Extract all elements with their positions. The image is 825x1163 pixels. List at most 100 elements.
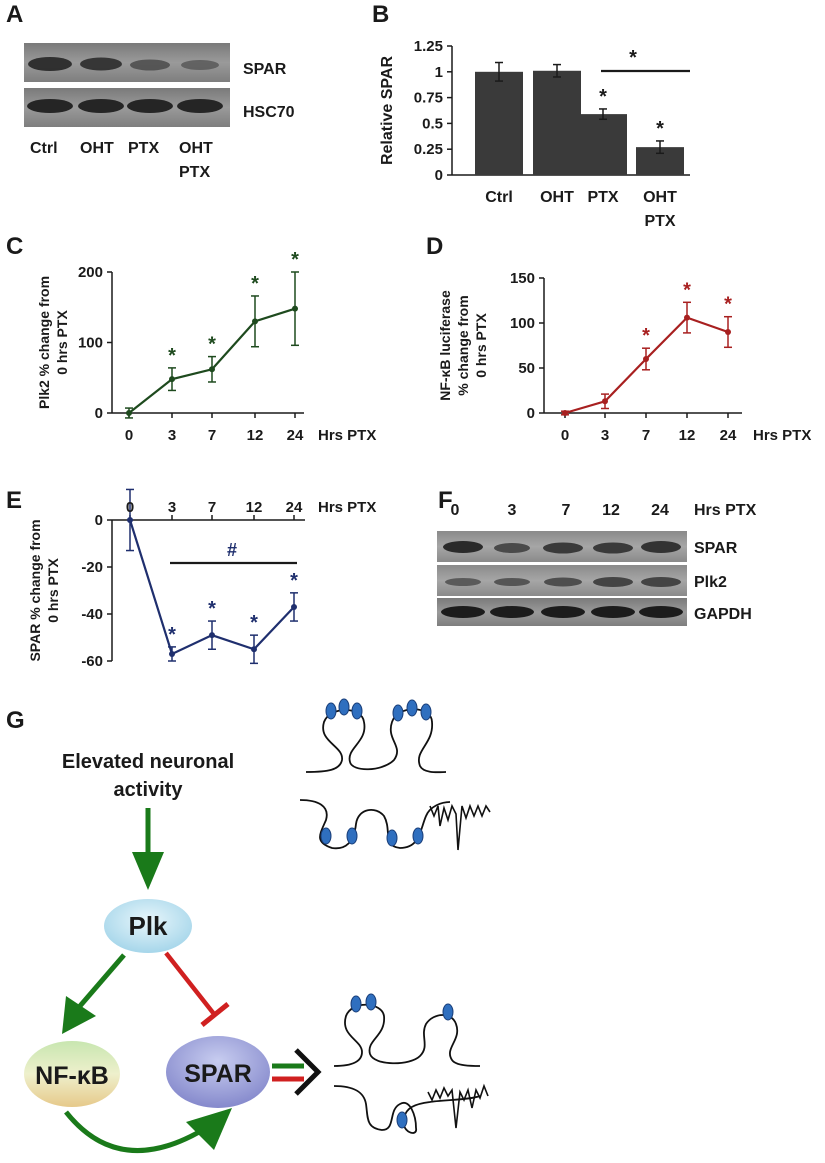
inhibit-plk-spar-bar: [200, 1002, 230, 1027]
receptor-2: [346, 827, 358, 845]
plk-node: [104, 899, 192, 953]
significance-star: *: [599, 86, 607, 108]
spar-band-24: [641, 541, 681, 553]
hsc70-band-ctrl: [27, 99, 73, 113]
gapdh-band-0: [441, 606, 485, 618]
spar-band-3: [494, 543, 530, 553]
arrow-spar-out-head: [294, 1048, 322, 1096]
significance-star: *: [250, 612, 258, 634]
lane-7: 7: [562, 502, 571, 519]
spar-band-ctrl: [28, 57, 72, 71]
y-tick-label: 0: [527, 405, 535, 422]
x-tick-label: 24: [286, 499, 303, 516]
plk2-band-3: [494, 578, 530, 586]
y-axis-label: Plk2 % change from: [36, 276, 52, 409]
x-tick-label: 0: [125, 427, 133, 444]
band-label-spar: SPAR: [243, 61, 287, 78]
x-axis-title: Hrs PTX: [318, 427, 376, 444]
nfkb-node: [24, 1041, 120, 1107]
data-point: [292, 305, 298, 312]
x-tick-label: 7: [208, 427, 216, 444]
band-label-plk2: Plk2: [694, 574, 727, 591]
significance-star: *: [290, 570, 298, 592]
presynaptic-membrane-bottom: [333, 1003, 481, 1067]
panel-a-blot: SPAR HSC70 Ctrl OHT PTX OHT PTX: [24, 43, 295, 181]
x-tick-label: 12: [246, 499, 263, 516]
lane-label-ctrl: Ctrl: [30, 140, 58, 157]
receptor-b1: [396, 1111, 408, 1129]
plk2-axes: [107, 271, 304, 418]
plk2-marks: [125, 271, 299, 419]
y-tick-label: 1.25: [414, 38, 443, 55]
y-tick-label: 150: [510, 270, 535, 287]
data-point: [643, 356, 649, 362]
inhibit-plk-spar-line: [164, 951, 216, 1016]
x-tick-label: 12: [247, 427, 264, 444]
plk2-band-12: [593, 577, 633, 587]
vesicle-b1: [350, 995, 362, 1013]
postsynaptic-membrane-top: [299, 799, 451, 850]
receptor-4: [412, 827, 424, 845]
spar-node: [166, 1036, 270, 1108]
vesicle-b3: [442, 1003, 454, 1021]
significance-star: *: [642, 325, 650, 347]
spar-band-oht: [80, 57, 122, 71]
plk-label: Plk: [128, 911, 168, 941]
gapdh-band-3: [490, 606, 534, 618]
plk2-band-24: [641, 577, 681, 587]
panel-label-e: E: [6, 487, 22, 514]
input-label-line1: Elevated neuronal: [62, 751, 234, 773]
hsc70-band-ptx: [127, 99, 173, 113]
significance-star: *: [208, 334, 216, 356]
bar: [579, 114, 627, 175]
lane-12: 12: [602, 502, 620, 519]
x-tick-label: PTX: [644, 213, 675, 230]
bar-chart-labels: 0 0.25 0.5 0.75 1 1.25 Ctrl OHT * PTX * OHT PTX * Rela…: [379, 38, 677, 230]
spar-band-0: [443, 541, 483, 553]
band-label-gapdh: GAPDH: [694, 606, 752, 623]
gapdh-band-24: [639, 606, 683, 618]
y-tick-label: 1: [435, 64, 443, 81]
receptor-1: [320, 827, 332, 845]
panel-label-g: G: [6, 707, 25, 734]
y-tick-label: 100: [78, 335, 103, 352]
x-tick-label: 24: [287, 427, 304, 444]
x-tick-label: Ctrl: [485, 189, 513, 206]
panel-d-nfkb-line-chart: 0 50 100 150 0 3 7 12 24 Hrs PTX * * * NF-κB lucifera…: [437, 270, 811, 444]
y-tick-label: 100: [510, 315, 535, 332]
panel-label-d: D: [426, 233, 443, 260]
significance-star: *: [656, 118, 664, 140]
panel-label-c: C: [6, 233, 23, 260]
y-tick-label: -20: [81, 559, 103, 576]
y-tick-label: 0: [95, 405, 103, 422]
arrow-nfkb-spar-head: [186, 1108, 232, 1150]
x-tick-label: 0: [126, 499, 134, 516]
panel-c-plk2-line-chart: 0 100 200 0 3 7 12 24 Hrs PTX * * * * Plk2 % change f…: [36, 249, 376, 444]
data-point: [252, 318, 258, 325]
data-point: [209, 366, 215, 373]
y-tick-label: 200: [78, 264, 103, 281]
plk2-band-7: [544, 577, 582, 587]
significance-star: *: [251, 273, 259, 295]
arrow-nfkb-spar-curve: [64, 1110, 208, 1154]
y-tick-label: -40: [81, 606, 103, 623]
y-axis-label: 0 hrs PTX: [45, 558, 61, 623]
arrow-activity-head: [132, 852, 164, 890]
x-tick-label: OHT: [643, 189, 677, 206]
lane-label-oht-ptx-line1: OHT: [179, 140, 213, 157]
significance-star: *: [168, 624, 176, 646]
hsc70-band-oht: [78, 99, 124, 113]
y-axis-label: SPAR % change from: [27, 519, 43, 661]
significance-star: *: [683, 279, 691, 301]
spar-axes: [107, 515, 305, 662]
data-point: [169, 650, 175, 657]
bracket-hash: #: [227, 540, 237, 560]
y-tick-label: -60: [81, 653, 103, 670]
input-label-line2: activity: [114, 779, 184, 801]
vesicle-5: [406, 699, 418, 717]
bracket-star: *: [629, 47, 637, 69]
data-point: [602, 398, 608, 405]
gapdh-band-12: [591, 606, 635, 618]
vesicle-2: [338, 698, 350, 716]
